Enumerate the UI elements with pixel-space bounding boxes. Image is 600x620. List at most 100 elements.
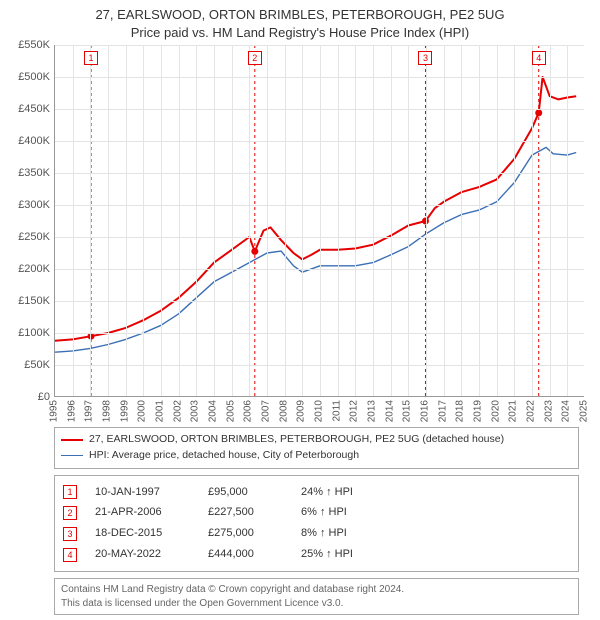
- x-tick-label: 2014: [384, 400, 395, 422]
- x-tick-label: 1998: [102, 400, 113, 422]
- root: 27, EARLSWOOD, ORTON BRIMBLES, PETERBORO…: [0, 0, 600, 615]
- x-tick-label: 2007: [261, 400, 272, 422]
- x-tick-label: 2018: [455, 400, 466, 422]
- event-row: 3 18-DEC-2015 £275,000 8% ↑ HPI: [63, 523, 570, 544]
- title-line-1: 27, EARLSWOOD, ORTON BRIMBLES, PETERBORO…: [8, 6, 592, 24]
- event-date: 18-DEC-2015: [95, 523, 190, 544]
- gridline-v: [373, 45, 374, 396]
- x-tick-label: 2023: [543, 400, 554, 422]
- legend-label-property: 27, EARLSWOOD, ORTON BRIMBLES, PETERBORO…: [89, 432, 504, 448]
- event-date: 21-APR-2006: [95, 502, 190, 523]
- gridline-v: [408, 45, 409, 396]
- x-tick-label: 2008: [278, 400, 289, 422]
- x-tick-label: 2021: [508, 400, 519, 422]
- gridline-v: [143, 45, 144, 396]
- y-tick-label: £300K: [18, 199, 50, 211]
- event-marker: 2: [248, 51, 262, 65]
- y-axis: £0£50K£100K£150K£200K£250K£300K£350K£400…: [8, 45, 54, 397]
- gridline-v: [249, 45, 250, 396]
- x-tick-label: 2004: [208, 400, 219, 422]
- x-tick-label: 1996: [66, 400, 77, 422]
- gridline-v: [479, 45, 480, 396]
- event-price: £227,500: [208, 502, 283, 523]
- y-tick-label: £250K: [18, 231, 50, 243]
- event-dot: [251, 248, 258, 255]
- event-price: £95,000: [208, 482, 283, 503]
- event-date: 20-MAY-2022: [95, 544, 190, 565]
- x-tick-label: 2010: [314, 400, 325, 422]
- gridline-v: [391, 45, 392, 396]
- plot-area: 1 2 3 4: [54, 45, 584, 397]
- x-tick-label: 2003: [190, 400, 201, 422]
- legend-row-hpi: HPI: Average price, detached house, City…: [61, 448, 572, 464]
- event-dot: [535, 109, 542, 116]
- event-price: £275,000: [208, 523, 283, 544]
- gridline-v: [514, 45, 515, 396]
- gridline-v: [90, 45, 91, 396]
- gridline-v: [179, 45, 180, 396]
- gridline-v: [338, 45, 339, 396]
- x-tick-label: 2013: [367, 400, 378, 422]
- gridline-v: [196, 45, 197, 396]
- footer: Contains HM Land Registry data © Crown c…: [54, 578, 579, 615]
- event-pct: 24% ↑ HPI: [301, 482, 411, 503]
- x-tick-label: 2011: [331, 400, 342, 422]
- gridline-v: [108, 45, 109, 396]
- gridline-v: [567, 45, 568, 396]
- gridline-v: [320, 45, 321, 396]
- y-tick-label: £150K: [18, 295, 50, 307]
- gridline-v: [302, 45, 303, 396]
- title-line-2: Price paid vs. HM Land Registry's House …: [8, 24, 592, 42]
- event-pct: 8% ↑ HPI: [301, 523, 411, 544]
- x-tick-label: 1995: [49, 400, 60, 422]
- legend-swatch-property: [61, 439, 83, 441]
- event-marker: 1: [84, 51, 98, 65]
- y-tick-label: £200K: [18, 263, 50, 275]
- x-tick-label: 1997: [84, 400, 95, 422]
- gridline-v: [444, 45, 445, 396]
- gridline-v: [285, 45, 286, 396]
- x-tick-label: 2025: [579, 400, 590, 422]
- y-tick-label: £100K: [18, 327, 50, 339]
- event-marker: 3: [63, 527, 77, 541]
- x-axis: 1995199619971998199920002001200220032004…: [54, 397, 584, 425]
- event-marker: 2: [63, 506, 77, 520]
- gridline-v: [550, 45, 551, 396]
- x-tick-label: 2024: [561, 400, 572, 422]
- x-tick-label: 2009: [296, 400, 307, 422]
- event-marker: 4: [532, 51, 546, 65]
- x-tick-label: 1999: [119, 400, 130, 422]
- legend-swatch-hpi: [61, 455, 83, 456]
- event-marker: 4: [63, 548, 77, 562]
- x-tick-label: 2000: [137, 400, 148, 422]
- event-pct: 25% ↑ HPI: [301, 544, 411, 565]
- gridline-v: [161, 45, 162, 396]
- event-date: 10-JAN-1997: [95, 482, 190, 503]
- legend-row-property: 27, EARLSWOOD, ORTON BRIMBLES, PETERBORO…: [61, 432, 572, 448]
- legend: 27, EARLSWOOD, ORTON BRIMBLES, PETERBORO…: [54, 427, 579, 469]
- gridline-v: [355, 45, 356, 396]
- x-tick-label: 2002: [172, 400, 183, 422]
- gridline-v: [532, 45, 533, 396]
- gridline-v: [214, 45, 215, 396]
- event-row: 110-JAN-1997£95,00024% ↑ HPI: [63, 482, 570, 503]
- gridline-v: [497, 45, 498, 396]
- x-tick-label: 2005: [225, 400, 236, 422]
- gridline-v: [73, 45, 74, 396]
- legend-label-hpi: HPI: Average price, detached house, City…: [89, 448, 359, 464]
- x-tick-label: 2022: [526, 400, 537, 422]
- gridline-v: [426, 45, 427, 396]
- x-tick-label: 2019: [473, 400, 484, 422]
- x-tick-label: 2020: [490, 400, 501, 422]
- y-tick-label: £500K: [18, 71, 50, 83]
- footer-line-2: This data is licensed under the Open Gov…: [61, 597, 572, 611]
- y-tick-label: £550K: [18, 39, 50, 51]
- y-tick-label: £50K: [24, 359, 50, 371]
- gridline-v: [461, 45, 462, 396]
- y-tick-label: £400K: [18, 135, 50, 147]
- event-marker: 3: [418, 51, 432, 65]
- event-pct: 6% ↑ HPI: [301, 502, 411, 523]
- gridline-v: [267, 45, 268, 396]
- x-tick-label: 2006: [243, 400, 254, 422]
- footer-line-1: Contains HM Land Registry data © Crown c…: [61, 583, 572, 597]
